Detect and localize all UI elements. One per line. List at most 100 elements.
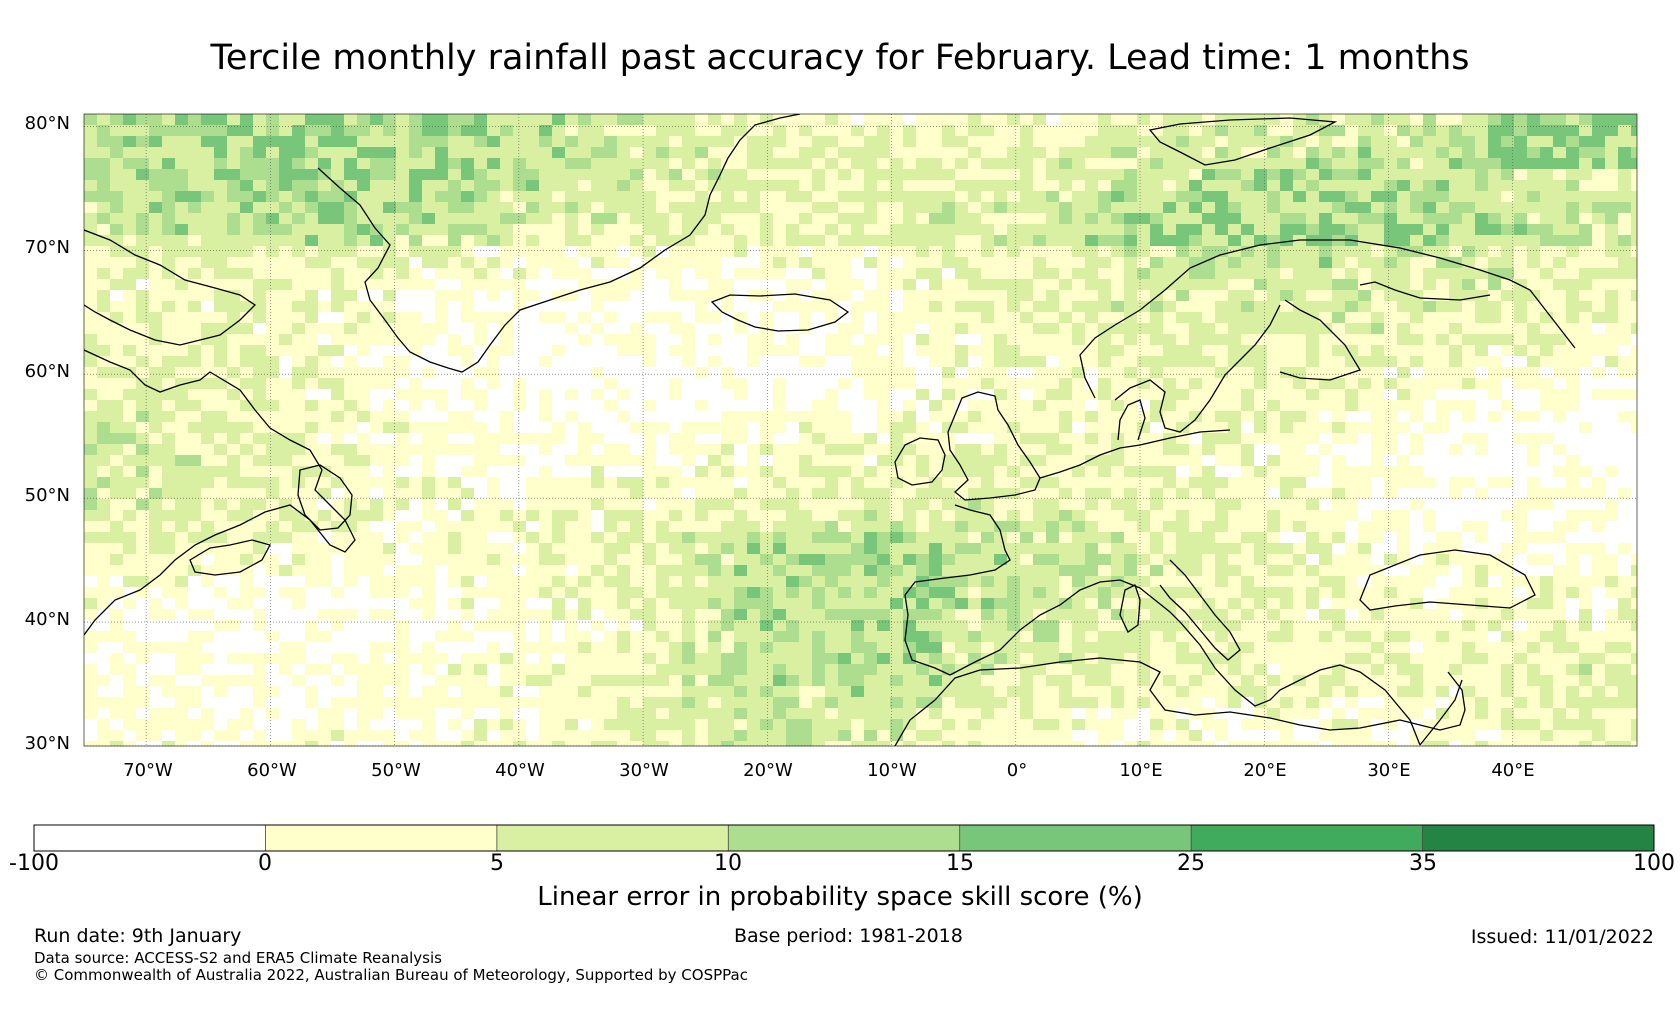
skill-cell [864, 180, 877, 191]
skill-cell [1111, 455, 1124, 466]
skill-cell [279, 455, 292, 466]
skill-cell [1111, 686, 1124, 697]
skill-cell [1124, 499, 1137, 510]
skill-cell [448, 246, 461, 257]
skill-cell [331, 378, 344, 389]
skill-cell [1306, 224, 1319, 235]
skill-cell [1215, 510, 1228, 521]
skill-cell [981, 455, 994, 466]
skill-cell [825, 587, 838, 598]
skill-cell [981, 609, 994, 620]
skill-cell [344, 598, 357, 609]
skill-cell [305, 389, 318, 400]
skill-cell [1423, 587, 1436, 598]
skill-cell [1059, 158, 1072, 169]
skill-cell [1631, 510, 1637, 521]
skill-cell [1605, 191, 1618, 202]
skill-cell [786, 609, 799, 620]
skill-cell [721, 323, 734, 334]
skill-cell [994, 697, 1007, 708]
skill-cell [1501, 488, 1514, 499]
skill-cell [175, 202, 188, 213]
skill-cell [266, 543, 279, 554]
skill-cell [1514, 301, 1527, 312]
skill-cell [513, 367, 526, 378]
skill-cell [97, 686, 110, 697]
skill-cell [539, 367, 552, 378]
skill-cell [981, 708, 994, 719]
skill-cell [552, 202, 565, 213]
skill-cell [279, 202, 292, 213]
skill-cell [1150, 532, 1163, 543]
skill-cell [318, 290, 331, 301]
skill-cell [760, 114, 773, 125]
skill-cell [773, 686, 786, 697]
skill-cell [812, 521, 825, 532]
skill-cell [500, 400, 513, 411]
skill-cell [565, 180, 578, 191]
skill-cell [1098, 532, 1111, 543]
skill-cell [1449, 125, 1462, 136]
skill-cell [331, 411, 344, 422]
skill-cell [266, 609, 279, 620]
skill-cell [721, 576, 734, 587]
skill-cell [682, 587, 695, 598]
skill-cell [227, 268, 240, 279]
skill-cell [851, 125, 864, 136]
skill-cell [799, 378, 812, 389]
lon-label-0: 0° [1006, 760, 1028, 781]
skill-cell [955, 576, 968, 587]
skill-cell [266, 180, 279, 191]
skill-cell [1124, 510, 1137, 521]
skill-cell [1241, 169, 1254, 180]
skill-cell [227, 158, 240, 169]
skill-cell [1163, 169, 1176, 180]
skill-cell [695, 510, 708, 521]
skill-cell [1020, 136, 1033, 147]
skill-cell [175, 191, 188, 202]
skill-cell [617, 323, 630, 334]
skill-cell [292, 246, 305, 257]
skill-cell [812, 609, 825, 620]
skill-cell [643, 543, 656, 554]
skill-cell [305, 609, 318, 620]
skill-cell [279, 224, 292, 235]
skill-cell [1085, 609, 1098, 620]
skill-cell [123, 389, 136, 400]
skill-cell [1449, 664, 1462, 675]
skill-cell [422, 246, 435, 257]
skill-cell [1371, 543, 1384, 554]
skill-cell [838, 169, 851, 180]
skill-cell [864, 147, 877, 158]
skill-cell [1046, 235, 1059, 246]
skill-cell [916, 642, 929, 653]
skill-cell [1332, 609, 1345, 620]
skill-cell [851, 532, 864, 543]
skill-cell [188, 378, 201, 389]
skill-cell [1384, 455, 1397, 466]
skill-cell [1475, 290, 1488, 301]
skill-cell [968, 675, 981, 686]
colorbar-segment [1422, 825, 1654, 851]
skill-cell [851, 510, 864, 521]
skill-cell [942, 653, 955, 664]
skill-cell [1215, 279, 1228, 290]
skill-cell [929, 378, 942, 389]
skill-cell [1358, 180, 1371, 191]
skill-cell [214, 125, 227, 136]
skill-cell [656, 290, 669, 301]
skill-cell [916, 400, 929, 411]
skill-cell [97, 345, 110, 356]
skill-cell [1605, 642, 1618, 653]
skill-cell [643, 730, 656, 741]
skill-cell [201, 224, 214, 235]
skill-cell [175, 466, 188, 477]
skill-cell [318, 191, 331, 202]
skill-cell [240, 631, 253, 642]
skill-cell [799, 620, 812, 631]
skill-cell [1631, 521, 1637, 532]
skill-cell [214, 499, 227, 510]
skill-cell [968, 631, 981, 642]
skill-cell [1579, 554, 1592, 565]
skill-cell [1410, 169, 1423, 180]
